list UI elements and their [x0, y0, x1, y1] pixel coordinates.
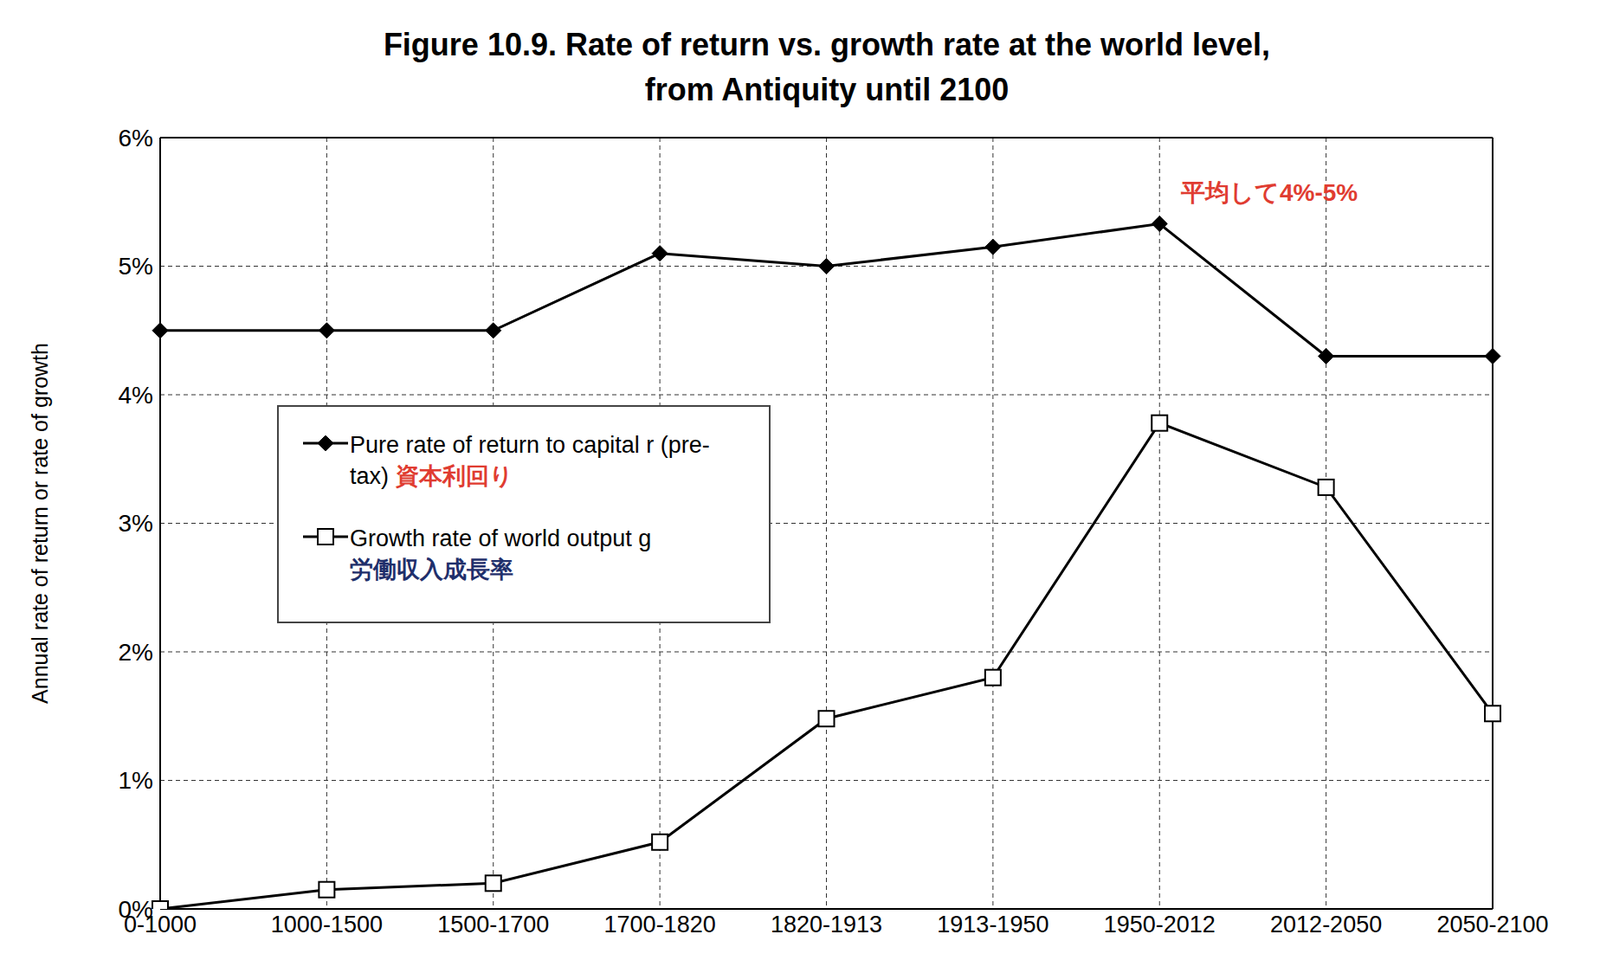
html-text:Growth rate of world output g: Growth rate of world output g	[349, 525, 652, 552]
svg-text:1000-1500: 1000-1500	[270, 911, 383, 938]
html-text:Figure 10.9. Rate of return vs: Figure 10.9. Rate of return vs. growth r…	[383, 26, 1271, 108]
svg-text:1700-1820: 1700-1820	[604, 911, 717, 938]
svg-text:0-1000: 0-1000	[123, 911, 197, 938]
svg-text:1950-2012: 1950-2012	[1103, 911, 1216, 938]
svg-text:1%: 1%	[118, 767, 154, 794]
html-text:平均して4%-5%: 平均して4%-5%	[1180, 179, 1358, 207]
svg-text:2050-2100: 2050-2100	[1436, 911, 1549, 938]
svg-text:3%: 3%	[118, 509, 154, 537]
svg-text:4%: 4%	[118, 381, 154, 409]
svg-text:0%: 0%	[118, 896, 154, 923]
svg-text:1500-1700: 1500-1700	[437, 911, 549, 938]
svg-text:1820-1913: 1820-1913	[770, 911, 883, 938]
svg-text:1913-1950: 1913-1950	[936, 911, 1049, 938]
svg-text:2012-2050: 2012-2050	[1270, 911, 1382, 938]
html-text:Pure rate of return to capital: Pure rate of return to capital r (pre-ta…	[349, 432, 710, 490]
svg-text:5%: 5%	[118, 252, 154, 280]
html-text:労働収入成長率: 労働収入成長率	[349, 556, 514, 583]
svg-text:Annual rate of return or rate: Annual rate of return or rate of growth	[27, 342, 52, 704]
svg-text:2%: 2%	[118, 638, 154, 666]
svg-text:6%: 6%	[118, 124, 154, 152]
